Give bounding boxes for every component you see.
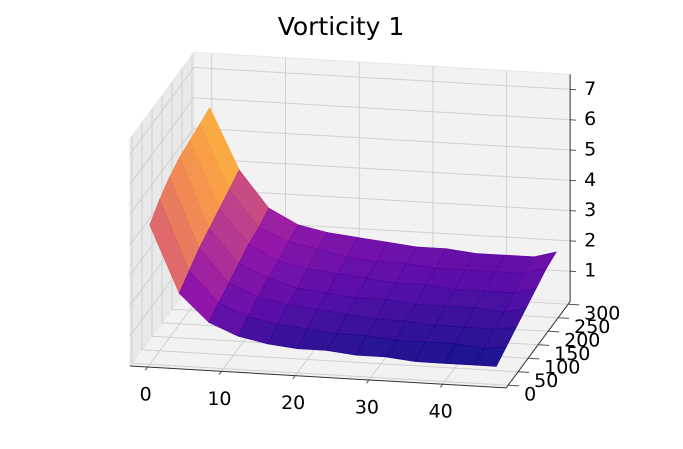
tick-mark — [548, 330, 560, 333]
grid-line — [141, 349, 519, 373]
tick-mark — [508, 384, 520, 387]
x-tick-label: 0 — [140, 384, 152, 406]
z-tick-label: 6 — [584, 108, 596, 130]
y-tick-label: 300 — [584, 303, 620, 325]
tick-mark — [518, 371, 530, 373]
tick-mark — [558, 317, 570, 319]
y-axis-line — [505, 301, 571, 389]
y-tick-label: 0 — [524, 384, 536, 406]
grid-line — [131, 362, 509, 386]
y-tick-label: 250 — [574, 316, 610, 338]
grid-line — [129, 97, 195, 185]
grid-line — [193, 127, 571, 151]
x-tick-label: 30 — [355, 396, 379, 418]
surface-patch — [473, 346, 507, 367]
x-axis-line — [129, 365, 507, 389]
tick-mark — [439, 383, 444, 388]
tick-mark — [538, 344, 550, 346]
z-tick-label: 5 — [584, 139, 596, 161]
z-tick-label: 1 — [584, 260, 596, 282]
tick-mark — [292, 375, 296, 380]
y-tick-label: 50 — [534, 370, 558, 392]
x-tick-label: 20 — [281, 392, 305, 414]
chart-title: Vorticity 1 — [278, 12, 405, 41]
tick-mark — [144, 366, 149, 371]
grid-line — [129, 127, 195, 215]
grid-line — [193, 67, 571, 90]
y-tick-label: 200 — [564, 330, 600, 352]
z-tick-label: 4 — [584, 169, 596, 191]
x-tick-label: 40 — [429, 401, 453, 423]
z-tick-label: 2 — [584, 229, 596, 251]
y-tick-label: 150 — [554, 343, 590, 365]
grid-line — [193, 97, 571, 121]
x-tick-label: 10 — [207, 388, 231, 410]
y-tick-label: 100 — [544, 357, 580, 379]
tick-mark — [366, 379, 370, 384]
tick-mark — [528, 357, 540, 360]
tick-mark — [218, 371, 222, 375]
grid-line — [193, 157, 571, 181]
z-tick-label: 7 — [584, 78, 596, 100]
z-tick-label: 3 — [584, 199, 596, 221]
tick-mark — [568, 303, 580, 306]
grid-line — [129, 67, 195, 155]
